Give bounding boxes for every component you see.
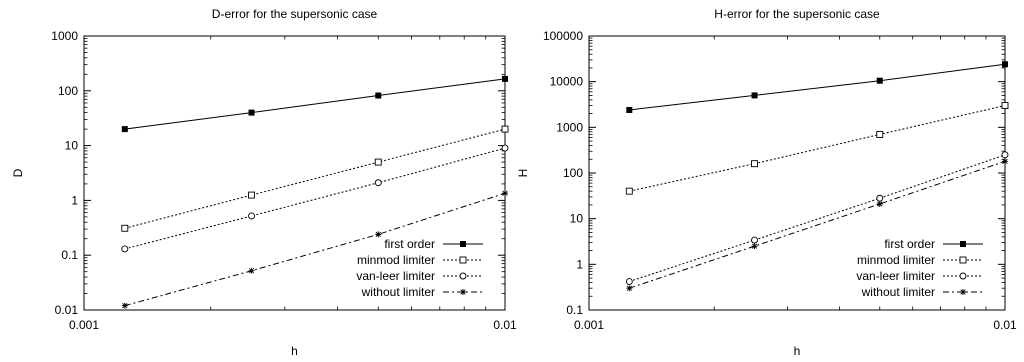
x-tick-label: 0.01 [993,318,1017,332]
legend-marker [459,272,467,280]
plot-frame [588,35,1006,311]
series-line [124,78,506,130]
data-point [248,212,255,220]
legend-label: first order [384,237,435,251]
y-axis-label: H [516,169,530,178]
data-point [121,245,129,253]
series-first-order [626,61,1008,113]
x-axis-label: h [794,344,801,358]
y-tick-label: 10 [65,139,79,153]
data-point [121,224,129,232]
legend-marker [959,272,967,280]
data-point [375,231,382,238]
x-tick-label: 0.01 [493,318,517,332]
series-without-limiter [626,158,1008,292]
data-point [876,194,884,202]
legend: first order minmod limiter van-leer limite… [356,237,483,299]
series-van-leer-limiter [121,144,509,253]
data-point [501,125,509,133]
legend-label: first order [884,237,935,251]
data-point [1002,61,1008,68]
data-point [625,187,633,195]
data-point [626,285,633,292]
chart-2: H-error for the supersonic case 0.1 1 10 100… [516,7,1017,358]
legend-marker [460,241,466,247]
legend-marker [960,241,966,247]
y-tick-label: 100000 [543,29,583,43]
data-point [876,200,883,207]
legend-marker [959,256,967,264]
data-point [374,158,382,166]
legend-marker [460,289,466,295]
legend-label: van-leer limiter [356,269,435,283]
data-point [1001,102,1009,109]
data-point [876,130,884,138]
series-line [629,160,1006,289]
y-tick-label: 10 [570,212,584,226]
chart-title: D-error for the supersonic case [212,7,378,21]
y-tick-label: 0.1 [566,303,583,317]
data-point [625,278,633,285]
chart-title: H-error for the supersonic case [714,7,880,21]
data-point [502,75,508,82]
y-tick-label: 1 [576,257,583,271]
y-tick-label: 10000 [550,75,584,89]
legend: first order minmod limiter van-leer limite… [856,237,983,299]
data-point [121,302,128,309]
chart-1: D-error for the supersonic case 0.01 0.1 1 1… [11,7,517,358]
data-point [121,126,128,133]
plot-frame [83,35,506,311]
data-point [375,92,382,99]
x-tick-label: 0.001 [69,318,99,332]
legend-marker [459,256,467,264]
data-point [751,92,758,99]
y-axis-label: D [11,168,25,177]
data-point [374,179,382,187]
data-point [751,243,758,250]
series-line [629,63,1006,111]
data-point [248,109,255,116]
series-line [629,105,1006,192]
series-line [629,154,1006,283]
series-line [124,128,506,229]
y-tick-label: 1 [71,193,78,207]
data-point [751,236,758,244]
data-point [501,144,509,152]
y-tick-label: 0.01 [55,303,79,317]
y-tick-label: 100 [563,166,583,180]
x-tick-label: 0.001 [574,318,604,332]
data-point [1001,151,1009,159]
data-point [502,190,508,197]
x-axis-label: h [291,344,298,358]
series-line [124,147,506,250]
y-tick-label: 1000 [51,29,78,43]
y-tick-label: 100 [58,84,78,98]
series-van-leer-limiter [625,151,1009,285]
data-point [1002,158,1008,165]
series-minmod-limiter [625,102,1009,195]
series-without-limiter [121,190,508,309]
legend-marker [960,289,966,295]
series-line [124,192,506,307]
legend-label: van-leer limiter [856,269,935,283]
y-tick-label: 0.1 [61,248,78,262]
legend-label: without limiter [361,285,435,299]
series-minmod-limiter [121,125,509,232]
data-point [626,106,633,113]
legend-label: without limiter [861,285,935,299]
y-tick-label: 1000 [556,120,583,134]
legend-label: minmod limiter [857,253,935,267]
data-point [751,160,758,168]
data-point [876,77,883,84]
data-point [248,191,255,199]
data-point [248,267,255,274]
series-first-order [121,75,508,133]
legend-label: minmod limiter [357,253,435,267]
